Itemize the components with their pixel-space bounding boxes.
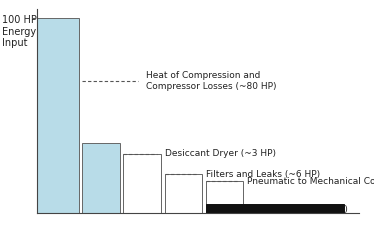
Bar xyxy=(37,18,79,213)
Bar xyxy=(82,143,120,213)
Text: Useful Energy Output  (9 HP): Useful Energy Output (9 HP) xyxy=(217,205,348,213)
Bar xyxy=(206,204,344,213)
Text: Filters and Leaks (~6 HP): Filters and Leaks (~6 HP) xyxy=(206,170,320,179)
Text: Desiccant Dryer (~3 HP): Desiccant Dryer (~3 HP) xyxy=(165,149,276,158)
Text: 100 HP
Energy
Input: 100 HP Energy Input xyxy=(2,15,37,48)
Bar xyxy=(165,174,202,213)
Bar xyxy=(123,163,161,213)
Bar xyxy=(123,154,161,213)
Bar xyxy=(206,181,243,213)
Bar xyxy=(165,177,202,213)
Bar xyxy=(206,187,243,213)
Text: Pneumatic to Mechanical Conversion (~2 HP): Pneumatic to Mechanical Conversion (~2 H… xyxy=(247,177,374,186)
Text: Heat of Compression and
Compressor Losses (~80 HP): Heat of Compression and Compressor Losse… xyxy=(146,71,276,91)
